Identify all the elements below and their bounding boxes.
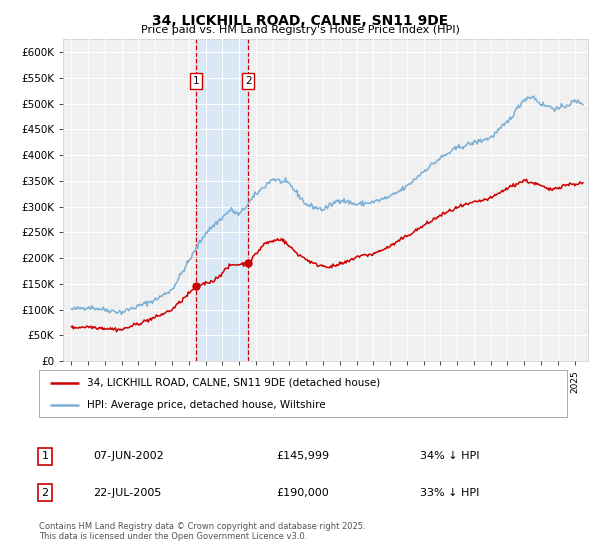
Text: £190,000: £190,000 — [276, 488, 329, 498]
Text: HPI: Average price, detached house, Wiltshire: HPI: Average price, detached house, Wilt… — [86, 400, 325, 410]
Text: 2: 2 — [41, 488, 49, 498]
Text: 1: 1 — [193, 76, 199, 86]
Text: 22-JUL-2005: 22-JUL-2005 — [93, 488, 161, 498]
Bar — [196, 39, 248, 361]
Text: 33% ↓ HPI: 33% ↓ HPI — [420, 488, 479, 498]
Text: 1: 1 — [41, 451, 49, 461]
Text: £145,999: £145,999 — [276, 451, 329, 461]
Text: 34% ↓ HPI: 34% ↓ HPI — [420, 451, 479, 461]
Text: Contains HM Land Registry data © Crown copyright and database right 2025.
This d: Contains HM Land Registry data © Crown c… — [39, 522, 365, 542]
Text: 07-JUN-2002: 07-JUN-2002 — [93, 451, 164, 461]
Text: 34, LICKHILL ROAD, CALNE, SN11 9DE (detached house): 34, LICKHILL ROAD, CALNE, SN11 9DE (deta… — [86, 378, 380, 388]
Text: 2: 2 — [245, 76, 251, 86]
Text: Price paid vs. HM Land Registry's House Price Index (HPI): Price paid vs. HM Land Registry's House … — [140, 25, 460, 35]
Text: 34, LICKHILL ROAD, CALNE, SN11 9DE: 34, LICKHILL ROAD, CALNE, SN11 9DE — [152, 14, 448, 28]
